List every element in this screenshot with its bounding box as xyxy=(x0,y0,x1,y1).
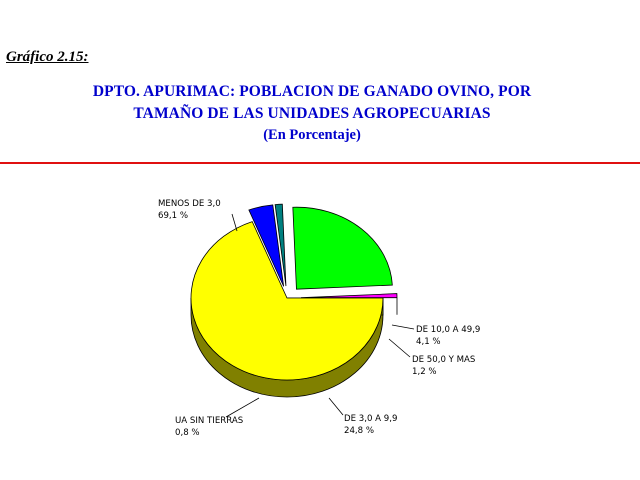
pie-leader-0 xyxy=(231,213,238,232)
pie-leader-1 xyxy=(391,324,415,330)
pie-slice-1 xyxy=(248,204,285,287)
pie-leader-2 xyxy=(388,338,411,358)
pie-leader-lines xyxy=(225,213,415,418)
pie-value-label-0: 69,1 % xyxy=(158,211,188,221)
pie-value-label-2: 1,2 % xyxy=(412,367,437,377)
pie-label-2: DE 50,0 Y MAS xyxy=(412,355,475,365)
pie-label-3: DE 3,0 A 9,9 xyxy=(344,414,397,424)
pie-label-4: UA SIN TIERRAS xyxy=(175,416,243,426)
pie-label-1: DE 10,0 A 49,9 xyxy=(416,325,480,335)
chart-title-block: DPTO. APURIMAC: POBLACION DE GANADO OVIN… xyxy=(0,81,624,145)
pie-slice-2 xyxy=(274,203,287,287)
pie-slice-0 xyxy=(190,221,384,381)
chart-subtitle: (En Porcentaje) xyxy=(263,127,361,143)
pie-value-label-1: 4,1 % xyxy=(416,337,441,347)
pie-labels: MENOS DE 3,0 69,1 % DE 10,0 A 49,9 4,1 % DE … xyxy=(158,199,480,438)
chart-title-line-1: DPTO. APURIMAC: POBLACION DE GANADO OVIN… xyxy=(92,83,532,100)
title-divider xyxy=(0,162,640,164)
pie-leader-3 xyxy=(328,397,344,416)
pie-slice-3 xyxy=(292,206,393,290)
pie-slice-4 xyxy=(300,293,398,299)
figure-label: Gráfico 2.15: xyxy=(6,49,89,65)
pie-value-label-3: 24,8 % xyxy=(344,426,374,436)
pie-leader-4 xyxy=(225,397,260,418)
pie-value-label-4: 0,8 % xyxy=(175,428,200,438)
pie-label-0: MENOS DE 3,0 xyxy=(158,199,221,209)
pie-tops xyxy=(190,203,398,381)
chart-title-line-2: TAMAÑO DE LAS UNIDADES AGROPECUARIAS xyxy=(133,105,491,122)
